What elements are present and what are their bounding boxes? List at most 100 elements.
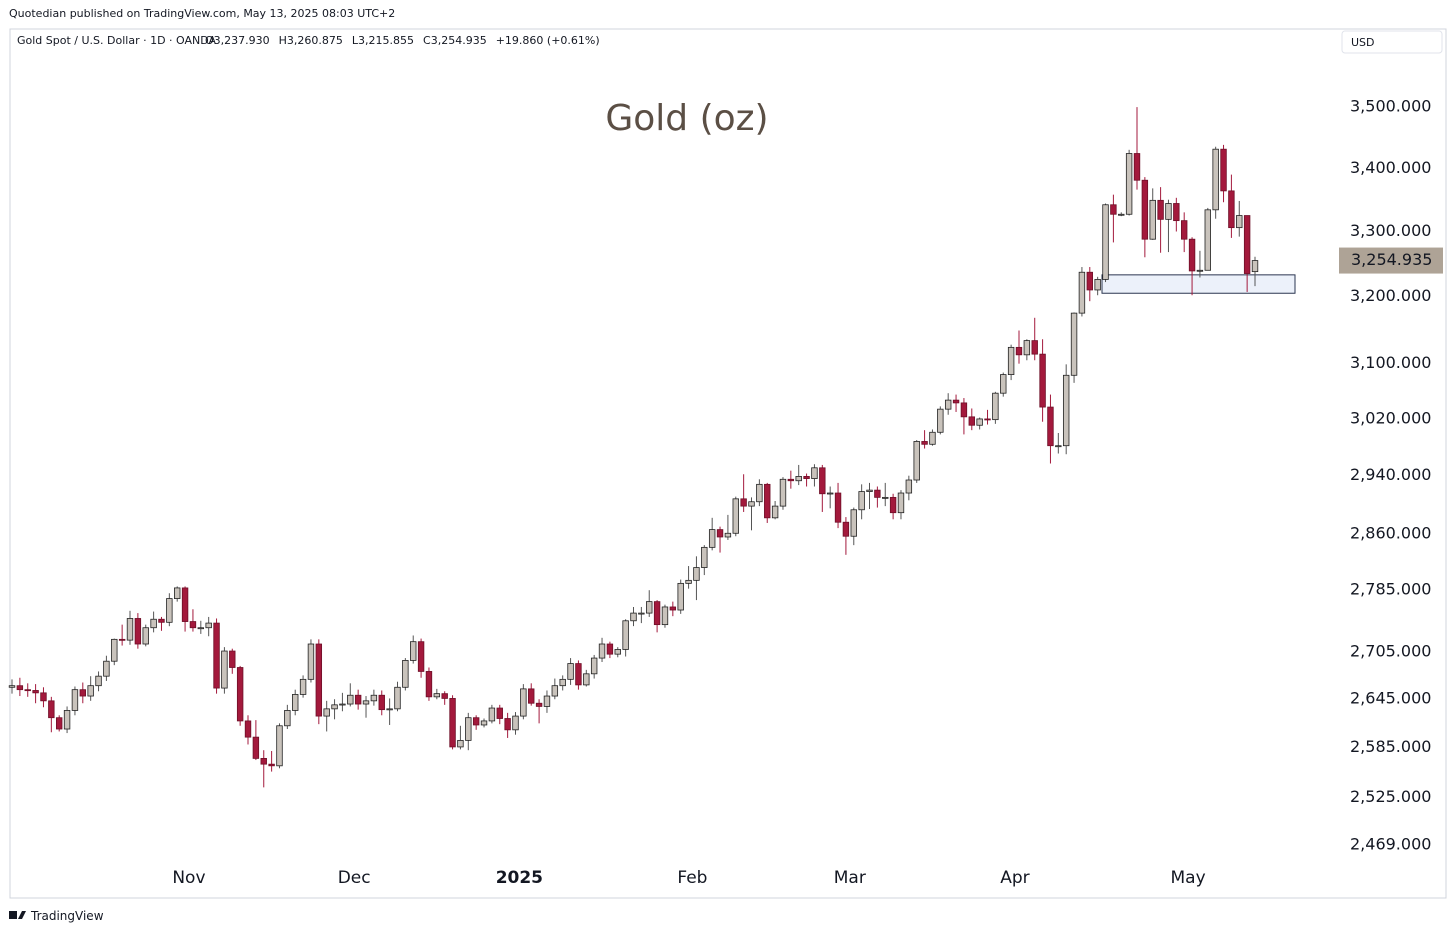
candle-body	[268, 763, 275, 767]
candle-body	[567, 663, 574, 680]
candle-body	[1228, 190, 1235, 229]
candle-body	[103, 660, 110, 677]
candle-body	[496, 707, 503, 719]
y-tick-label: 3,300.000	[1350, 221, 1431, 240]
candle-body	[433, 693, 441, 698]
candle-body	[740, 498, 747, 507]
y-tick-label: 2,940.000	[1350, 465, 1431, 484]
y-tick-label: 3,100.000	[1350, 353, 1431, 372]
candle-body	[205, 622, 212, 629]
ohlc-value: C3,254.935	[423, 34, 487, 47]
candle-body	[1070, 312, 1078, 376]
last-price-box	[1339, 247, 1443, 274]
candle-body	[24, 689, 31, 692]
candle-body	[331, 704, 338, 710]
candle-body	[528, 688, 535, 704]
candle-body	[1133, 153, 1141, 181]
candle-body	[425, 671, 433, 698]
candle-body	[795, 476, 802, 482]
candle-body	[284, 710, 291, 727]
candle-body	[677, 582, 684, 611]
candle-body	[1015, 346, 1023, 356]
candle-body	[174, 587, 181, 599]
x-tick-label: Mar	[834, 868, 866, 888]
candle-body	[292, 694, 299, 711]
candle-body	[252, 736, 260, 759]
y-tick-label: 2,469.000	[1350, 834, 1431, 853]
candle-body	[882, 496, 889, 499]
candle-body	[40, 692, 47, 702]
candle-body	[669, 606, 677, 611]
candle-body	[480, 720, 488, 726]
candle-body	[1118, 213, 1125, 216]
candle-body	[811, 467, 818, 479]
candle-body	[142, 627, 149, 645]
y-tick-label: 3,020.000	[1350, 408, 1431, 427]
candle-body	[1007, 346, 1015, 376]
candle-body	[63, 710, 71, 730]
candle-body	[638, 612, 645, 615]
candle-body	[48, 700, 55, 719]
candle-body	[449, 698, 456, 748]
candle-body	[646, 601, 653, 614]
candle-body	[968, 416, 975, 426]
candle-body	[1023, 340, 1031, 356]
candle-body	[1039, 353, 1046, 408]
candle-body	[354, 694, 362, 705]
candle-body	[559, 678, 566, 687]
y-tick-label: 2,525.000	[1350, 787, 1431, 806]
candle-body	[1000, 374, 1007, 394]
candle-body	[543, 695, 551, 707]
published-line: Quotedian published on TradingView.com, …	[9, 7, 395, 20]
candle-body	[748, 501, 755, 507]
candle-body	[118, 638, 126, 641]
currency[interactable]: USD	[1351, 36, 1375, 49]
candle-body	[197, 627, 205, 630]
candle-body	[1110, 204, 1117, 215]
ohlc-value: O3,237.930	[205, 34, 270, 47]
candle-body	[779, 478, 787, 507]
candle-body	[905, 479, 913, 494]
candle-body	[512, 715, 519, 731]
candle-body	[1102, 204, 1109, 280]
candle-body	[1188, 238, 1196, 272]
candle-body	[842, 521, 850, 537]
x-tick-label: Feb	[677, 868, 707, 888]
candle-body	[378, 694, 385, 711]
candle-body	[834, 492, 842, 523]
candle-body	[347, 694, 354, 705]
candle-body	[1165, 203, 1172, 220]
candle-body	[95, 675, 102, 687]
candle-body	[598, 643, 606, 659]
candle-body	[1047, 406, 1054, 447]
candle-body	[614, 649, 621, 655]
candle-body	[370, 694, 378, 702]
candle-body	[213, 622, 220, 689]
candle-body	[1251, 260, 1259, 273]
candle-body	[976, 418, 983, 426]
candle-body	[134, 618, 142, 645]
candle-body	[858, 491, 865, 511]
y-tick-label: 2,705.000	[1350, 641, 1431, 660]
candle-body	[441, 693, 448, 699]
candle-body	[850, 509, 857, 537]
candle-body	[1086, 271, 1093, 291]
candle-body	[1149, 199, 1156, 240]
y-tick-label: 3,500.000	[1350, 97, 1431, 116]
candle-body	[819, 467, 826, 495]
candle-body	[1141, 179, 1149, 240]
candle-body	[32, 690, 39, 694]
candle-body	[87, 685, 94, 697]
candle-body	[1243, 215, 1251, 274]
x-tick-label: Apr	[1000, 868, 1029, 888]
currency-button[interactable]	[1341, 30, 1443, 54]
candle-body	[402, 660, 409, 688]
ohlc-value: H3,260.875	[279, 34, 343, 47]
candle-body	[693, 567, 700, 581]
support-zone	[1101, 274, 1296, 294]
candle-body	[457, 739, 464, 748]
candle-body	[386, 708, 393, 711]
candle-body	[826, 492, 834, 495]
